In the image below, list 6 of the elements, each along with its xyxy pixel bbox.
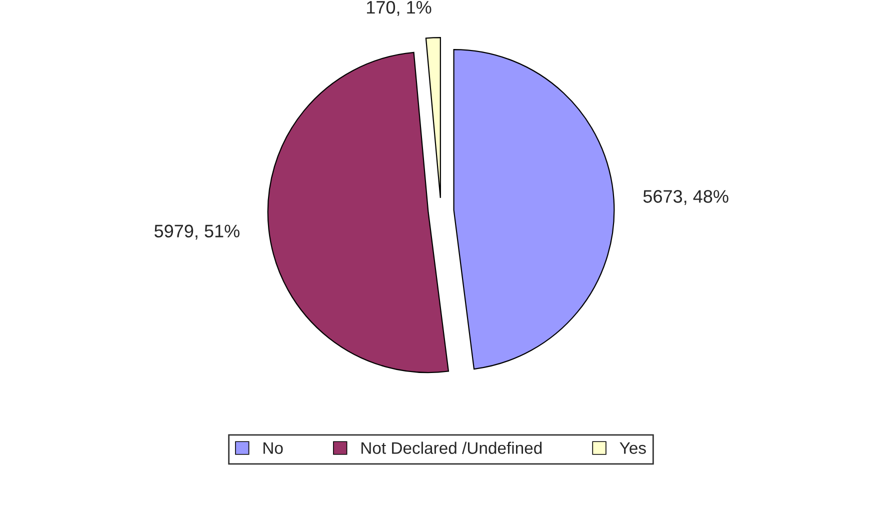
data-label: 170, 1% xyxy=(367,0,432,16)
legend-label: Yes xyxy=(620,442,646,454)
legend-label: No xyxy=(264,442,283,454)
data-label: 5673, 48% xyxy=(643,190,728,205)
data-label: 5979, 51% xyxy=(154,224,240,240)
legend-label: Not Declared /Undefined xyxy=(362,442,542,454)
